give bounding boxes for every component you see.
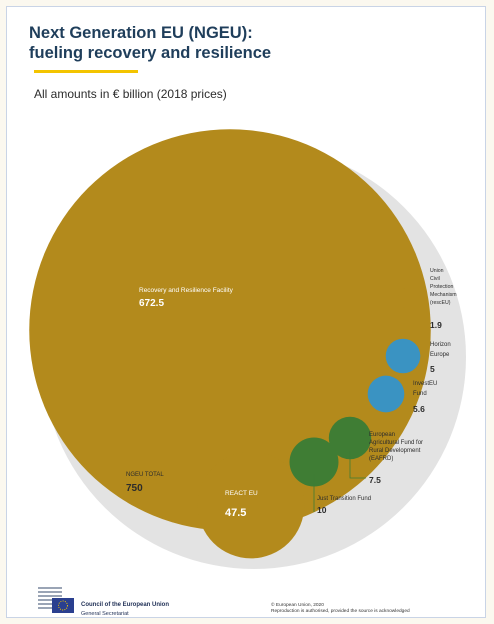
just-transition-value: 10 <box>317 505 327 515</box>
eafrd-label-line-4: (EAFRD) <box>369 456 393 462</box>
react-eu-value: 47.5 <box>225 507 246 519</box>
bubble-investeu-fund <box>367 375 405 413</box>
council-subtitle: General Secretariat <box>81 611 129 617</box>
title-underline <box>34 70 138 73</box>
rescue-label-line-4: Mechanism <box>430 292 457 298</box>
rescue-label-line-2: Civil <box>430 276 440 282</box>
horizon-europe-label-line-1: Horizon <box>430 342 451 348</box>
rrf-label-line-1: Recovery and Resilience Facility <box>139 287 234 294</box>
horizon-europe-value: 5 <box>430 364 435 374</box>
just-transition-label-line-1: Just Transition Fund <box>317 496 371 502</box>
rescue-label-line-5: (rescEU) <box>430 300 451 306</box>
council-name: Council of the European Union <box>81 602 169 608</box>
eafrd-label-line-2: Agricultural Fund for <box>369 440 423 446</box>
bubble-horizon-europe <box>385 338 421 374</box>
eafrd-value: 7.5 <box>369 475 381 485</box>
copyright-notice: © European Union, 2020 Reproduction is a… <box>271 603 481 615</box>
bubble-react-eu <box>197 451 305 559</box>
rescue-label-line-3: Protection <box>430 284 453 290</box>
infographic-title: Next Generation EU (NGEU): fueling recov… <box>29 23 449 63</box>
horizon-europe-label-line-2: Europe <box>430 352 450 358</box>
react-eu-label-line-1: REACT EU <box>225 490 258 497</box>
rrf-value: 672.5 <box>139 298 164 309</box>
ngeu-total-label: NGEU TOTAL <box>126 472 164 478</box>
eafrd-leader-line <box>349 451 366 479</box>
investeu-label-line-2: Fund <box>413 391 427 397</box>
units-subtitle: All amounts in € billion (2018 prices) <box>34 87 227 101</box>
eafrd-label-line-1: European <box>369 432 395 438</box>
bubble-eafrd <box>328 416 372 460</box>
copyright-line-1: © European Union, 2020 <box>271 603 324 608</box>
ngeu-total-value: 750 <box>126 483 143 494</box>
copyright-line-2: Reproduction is authorised, provided the… <box>271 609 410 614</box>
rescue-value: 1.9 <box>430 320 442 330</box>
rescue-label-line-1: Union <box>430 268 444 274</box>
title-line-1: Next Generation EU (NGEU): <box>29 24 253 42</box>
bubble-just-transition-fund <box>289 437 339 487</box>
bubble-rescue <box>398 287 420 309</box>
investeu-label-line-1: InvestEU <box>413 381 437 387</box>
eafrd-label-line-3: Rural Development <box>369 448 421 454</box>
council-logo-icon <box>38 587 74 613</box>
title-line-2: fueling recovery and resilience <box>29 44 272 62</box>
investeu-value: 5.6 <box>413 404 425 414</box>
